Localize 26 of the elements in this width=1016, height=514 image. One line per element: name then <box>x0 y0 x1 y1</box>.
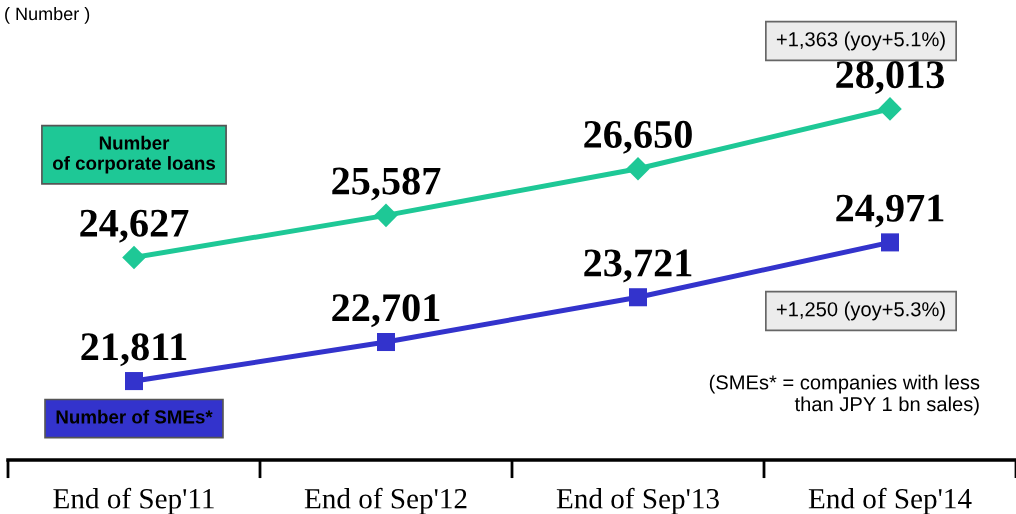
point <box>626 156 650 181</box>
annotation: +1,250 (yoy+5.3%) <box>776 301 945 321</box>
point <box>124 372 144 391</box>
annotation: (SMEs* = companies with less than JPY 1 bn sales) <box>709 374 980 416</box>
x-tick-label: End of Sep'14 <box>808 487 972 514</box>
point <box>878 97 902 121</box>
data-label: 23,721 <box>584 249 692 283</box>
x-tick-label: End of Sep'13 <box>556 487 719 514</box>
data-label: 28,013 <box>836 61 944 95</box>
point <box>374 203 398 228</box>
point <box>376 332 396 352</box>
point <box>122 245 146 270</box>
point <box>628 288 648 307</box>
data-label: 21,811 <box>81 333 187 367</box>
data-label: 22,701 <box>332 294 440 328</box>
y-axis-title: ( Number ) <box>5 7 90 24</box>
series-label: Number of SMEs* <box>56 409 213 424</box>
data-label: 26,650 <box>584 120 692 154</box>
text: +1,363 (yoy+5.1%) <box>776 31 945 51</box>
x-tick-label: End of Sep'12 <box>304 487 467 514</box>
data-label: 25,587 <box>332 167 441 201</box>
point <box>880 233 900 252</box>
data-label: 24,627 <box>80 209 189 243</box>
x-tick-label: End of Sep'11 <box>53 487 214 514</box>
text: Number of corporate loans <box>52 135 216 174</box>
data-label: 24,971 <box>836 194 944 228</box>
